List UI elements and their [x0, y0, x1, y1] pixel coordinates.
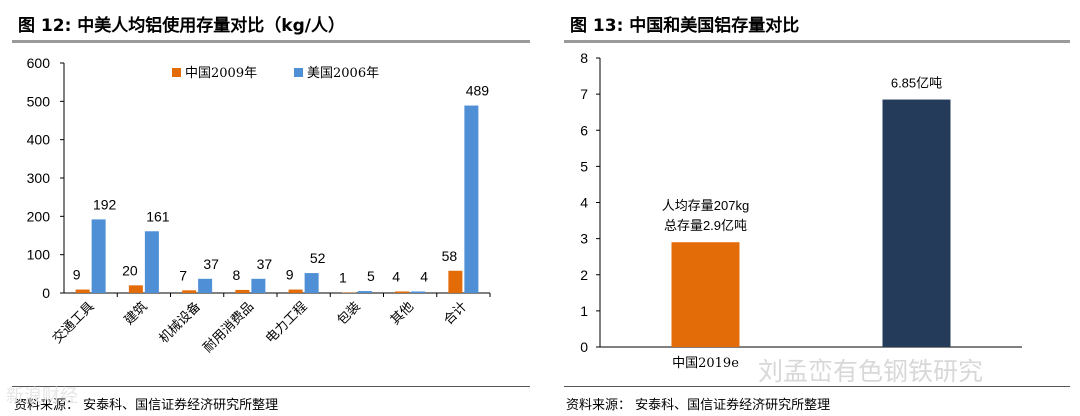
data-label: 9 [286, 267, 294, 283]
y-tick-label: 6 [580, 122, 588, 138]
right-source-note: 资料来源： 安泰科、国信证券经济研究所整理 [566, 398, 831, 413]
bar-china [182, 290, 197, 293]
data-label: 8 [232, 267, 240, 283]
data-label: 4 [420, 268, 428, 284]
bar-usa [357, 291, 372, 293]
data-label: 489 [466, 83, 490, 99]
y-tick-label: 600 [27, 55, 51, 71]
y-tick-label: 7 [580, 86, 588, 102]
bar-china [395, 291, 410, 293]
left-title-bar: 图 12: 中美人均铝使用存量对比（kg/人） [12, 4, 530, 43]
data-label: 52 [310, 250, 326, 266]
bar-usa [411, 291, 426, 293]
data-label: 9 [73, 267, 81, 283]
data-label: 1 [339, 270, 347, 286]
y-tick-label: 2 [580, 267, 588, 283]
category-label: 电力工程 [263, 299, 310, 346]
category-label: 交通工具 [49, 299, 97, 347]
y-tick-label: 3 [580, 231, 588, 247]
bar-annotation: 人均存量207kg [662, 198, 749, 213]
category-label: 其他 [388, 299, 417, 328]
data-label: 20 [122, 262, 138, 278]
bar-usa [882, 99, 951, 347]
category-label: 机械设备 [156, 299, 204, 347]
bar-china [235, 289, 250, 293]
right-source-divider [564, 386, 1070, 387]
y-tick-label: 0 [580, 339, 588, 355]
bar-china [671, 242, 740, 347]
category-label: 中国2019e [672, 356, 739, 371]
bar-usa [464, 105, 479, 293]
bar-annotation: 6.85亿吨 [891, 76, 942, 91]
bar-usa [251, 278, 266, 293]
data-label: 192 [93, 196, 117, 212]
legend-label: 中国2009年 [185, 66, 257, 81]
y-tick-label: 100 [27, 247, 51, 263]
y-tick-label: 500 [27, 93, 51, 109]
bar-annotation: 总存量2.9亿吨 [664, 218, 747, 233]
bar-usa [198, 278, 213, 293]
category-label: 包装 [335, 299, 364, 328]
data-label: 58 [442, 248, 458, 264]
left-bar-chart: 0 100 200 300 400 500 600 9 192 交通工具 20 161 建筑 7 37 机械设… [27, 55, 491, 356]
y-tick-label: 5 [580, 158, 588, 174]
watermark: 刘孟峦有色钢铁研究 [758, 357, 984, 386]
legend-swatch [172, 68, 181, 77]
y-tick-label: 4 [580, 195, 588, 211]
legend-label: 美国2006年 [307, 66, 379, 81]
bar-usa [144, 231, 159, 293]
y-tick-label: 0 [42, 285, 50, 301]
category-label: 合计 [441, 299, 470, 328]
y-tick-label: 200 [27, 208, 51, 224]
left-source-note: 资料来源： 安泰科、国信证券经济研究所整理 [14, 398, 279, 413]
y-tick-label: 8 [580, 50, 588, 66]
watermark-small: 新浪财经 [6, 386, 78, 407]
y-tick-label: 400 [27, 132, 51, 148]
bar-usa [304, 273, 319, 293]
bar-china [288, 289, 303, 293]
data-label: 37 [257, 256, 273, 272]
right-title-bar: 图 13: 中国和美国铝存量对比 [564, 4, 1070, 43]
y-tick-label: 300 [27, 170, 51, 186]
category-label: 建筑 [121, 299, 151, 329]
right-chart-panel: 图 13: 中国和美国铝存量对比 0 1 2 3 4 5 6 7 8 人均存量207kg 总存量2.… [552, 0, 1080, 416]
bar-china [75, 289, 90, 293]
left-chart-panel: 图 12: 中美人均铝使用存量对比（kg/人） 0 100 200 300 400 500… [6, 4, 530, 413]
data-label: 161 [146, 208, 170, 224]
bar-usa [91, 219, 106, 293]
category-label: 耐用消费品 [201, 299, 258, 356]
data-label: 4 [392, 268, 400, 284]
y-tick-label: 1 [580, 303, 588, 319]
data-label: 7 [179, 267, 187, 283]
bar-china [448, 270, 463, 293]
data-label: 37 [203, 256, 219, 272]
data-label: 5 [367, 268, 375, 284]
bar-china [128, 285, 143, 293]
left-source-divider [12, 386, 530, 387]
legend-swatch [294, 68, 303, 77]
right-chart-title: 图 13: 中国和美国铝存量对比 [570, 16, 800, 36]
left-chart-title: 图 12: 中美人均铝使用存量对比（kg/人） [18, 16, 345, 36]
